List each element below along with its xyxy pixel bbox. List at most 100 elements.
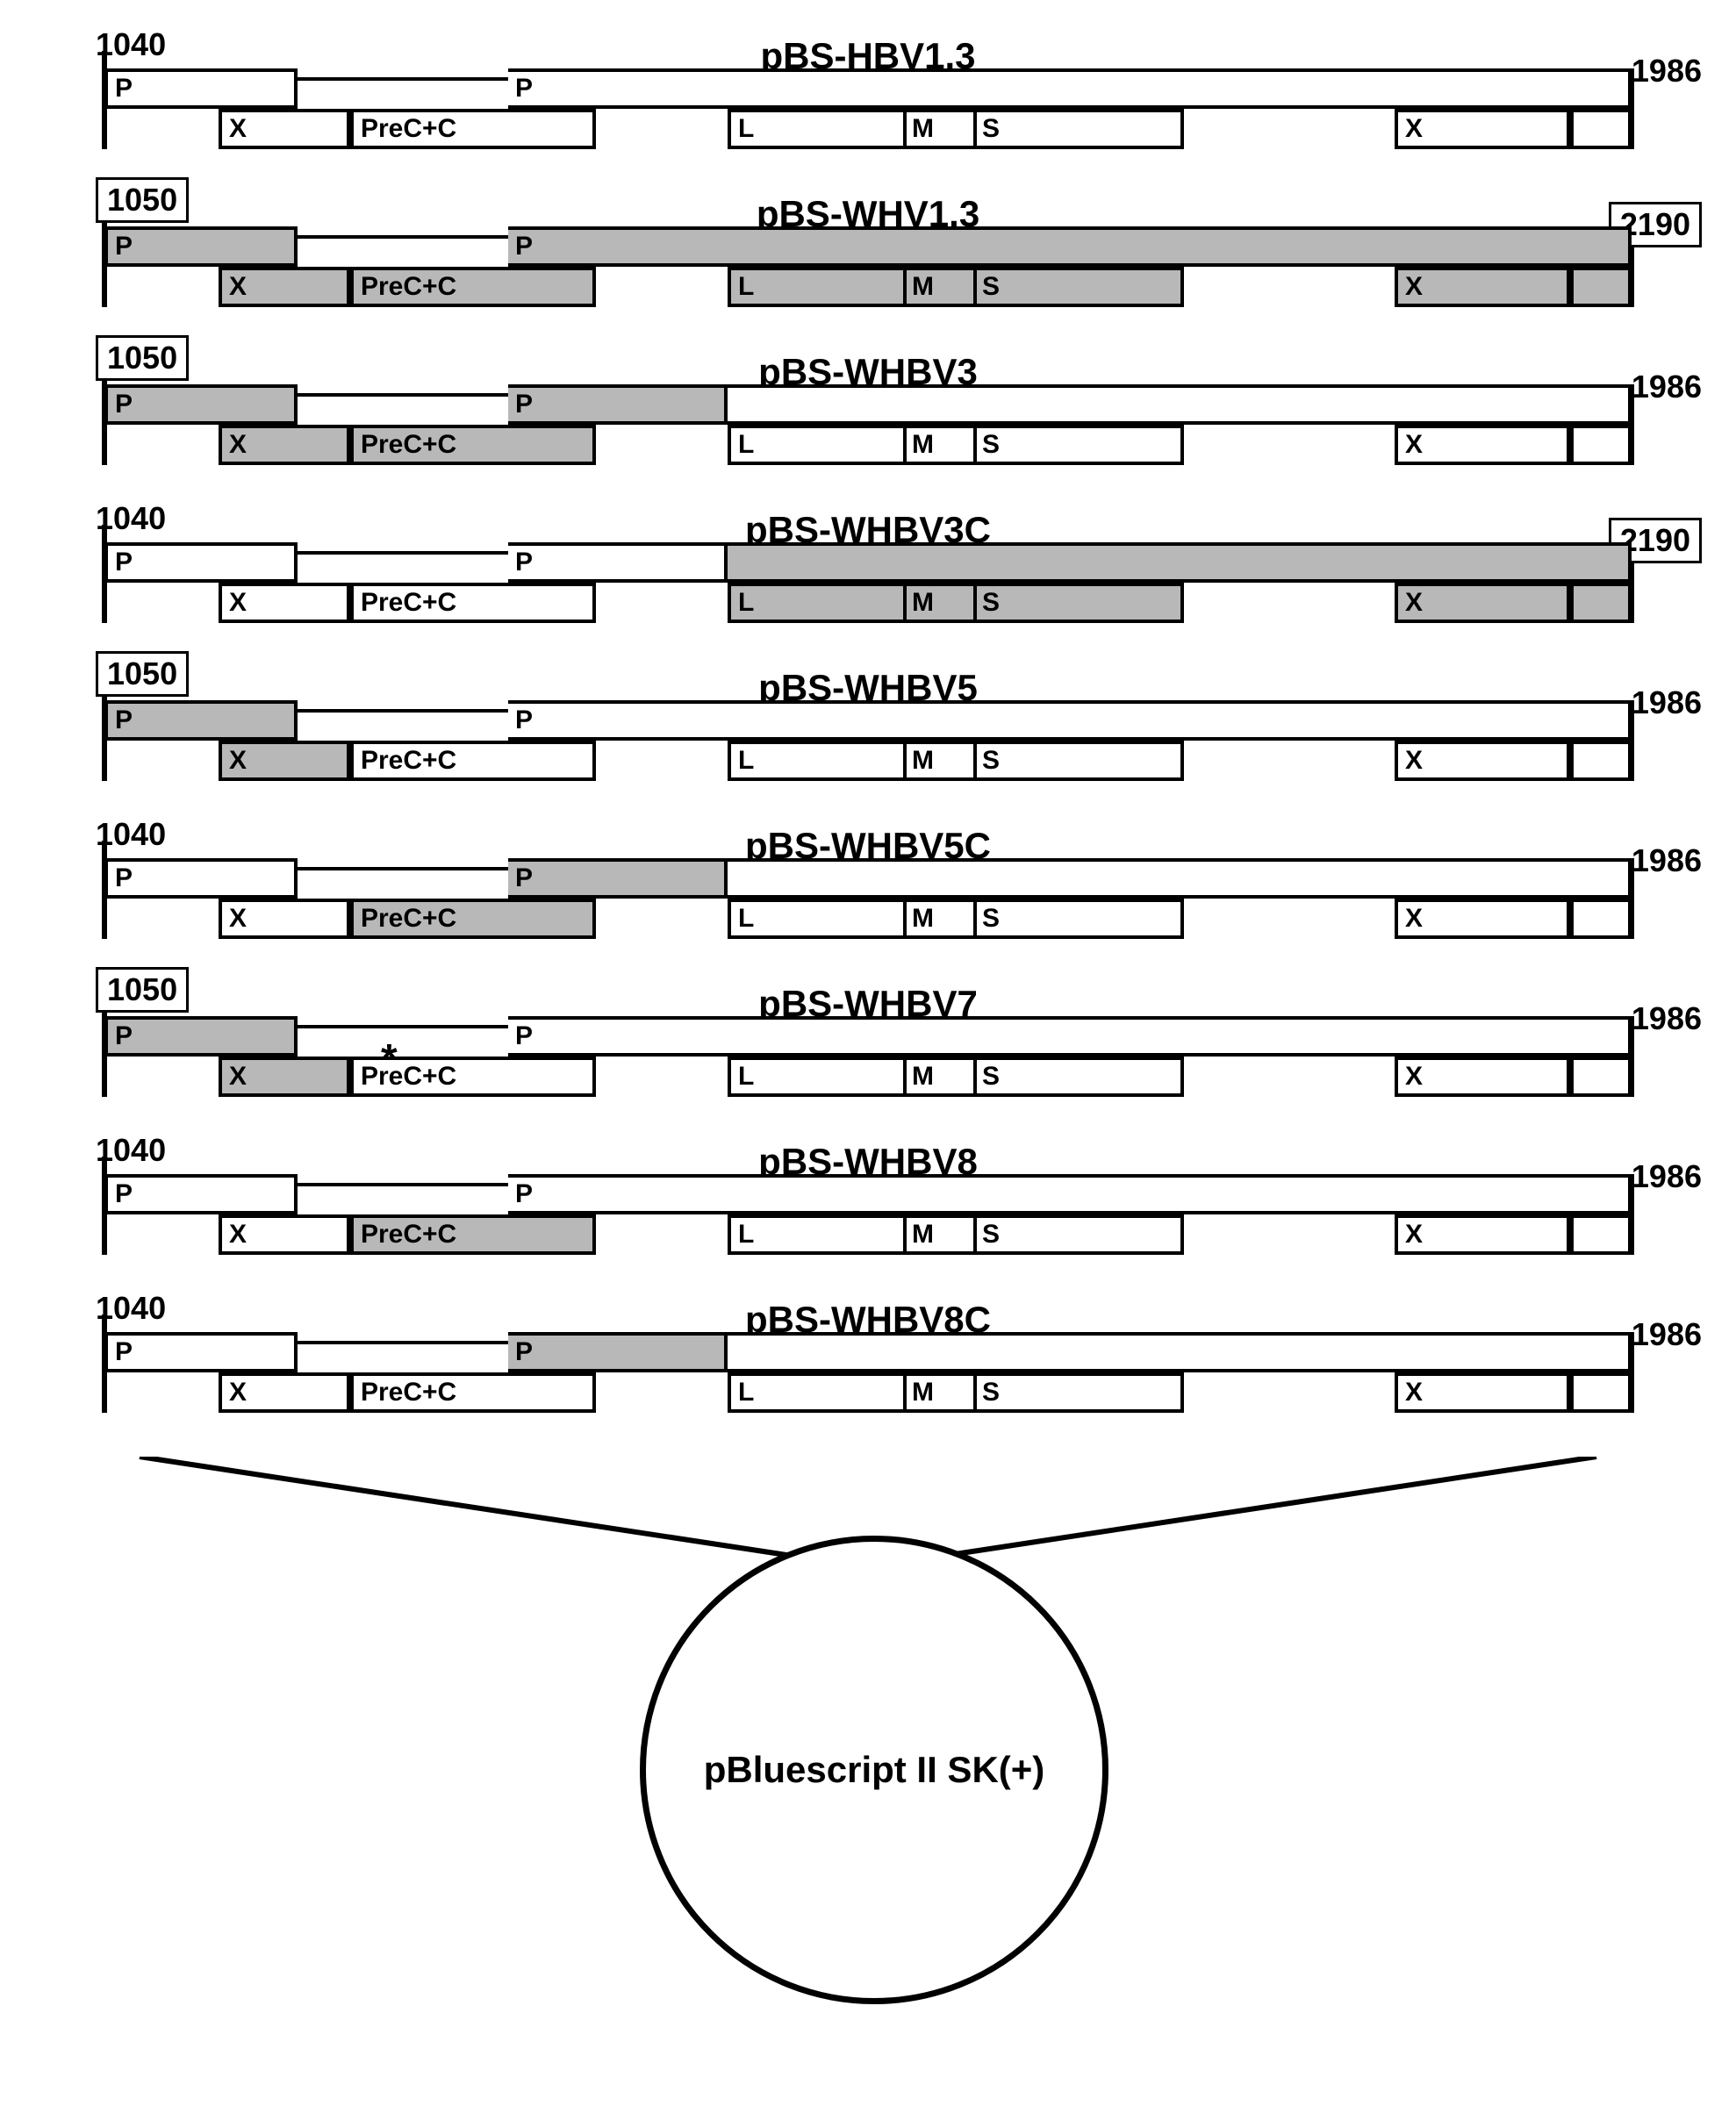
bot-seg: PreC+C — [350, 1372, 596, 1413]
top-seg: P — [508, 542, 728, 583]
divider — [903, 583, 907, 623]
bot-seg — [1570, 267, 1632, 307]
sublabel-M: M — [912, 1378, 934, 1408]
construct-pBS-WHBV3C: pBS-WHBV3C10402190PPXPreC+CLMSX — [34, 509, 1702, 649]
sublabel-S: S — [982, 1220, 1000, 1250]
top-seg: P — [104, 1174, 298, 1214]
bot-seg: X — [219, 899, 350, 939]
right-coord: 1986 — [1632, 1158, 1702, 1195]
sublabel-M: M — [912, 746, 934, 776]
bot-seg: L — [728, 267, 1184, 307]
divider — [973, 267, 977, 307]
bot-seg: L — [728, 425, 1184, 465]
divider — [973, 109, 977, 149]
bot-seg: X — [1395, 109, 1570, 149]
construct-pBS-WHBV5: pBS-WHBV510501986PPXPreC+CLMSX — [34, 667, 1702, 807]
divider — [903, 741, 907, 781]
divider — [973, 1214, 977, 1255]
bot-seg: X — [219, 425, 350, 465]
left-coord: 1050 — [96, 967, 189, 1013]
left-coord: 1040 — [96, 26, 166, 63]
divider — [903, 899, 907, 939]
bot-seg: X — [1395, 425, 1570, 465]
bot-seg: X — [219, 741, 350, 781]
divider — [973, 583, 977, 623]
right-coord: 1986 — [1632, 369, 1702, 405]
sublabel-M: M — [912, 272, 934, 302]
sublabel-S: S — [982, 588, 1000, 618]
left-coord: 1040 — [96, 1290, 166, 1327]
divider — [903, 267, 907, 307]
sublabel-M: M — [912, 1220, 934, 1250]
bot-seg — [1570, 1372, 1632, 1413]
top-seg — [728, 542, 1632, 583]
sublabel-S: S — [982, 430, 1000, 460]
bot-seg: L — [728, 109, 1184, 149]
top-seg: P — [104, 68, 298, 109]
star-icon: * — [381, 1035, 398, 1084]
left-coord: 1040 — [96, 500, 166, 537]
bot-seg: X — [1395, 741, 1570, 781]
bot-seg: X — [219, 267, 350, 307]
top-seg: P — [508, 1016, 1632, 1057]
bot-seg: L — [728, 583, 1184, 623]
bot-seg: PreC+C — [350, 1214, 596, 1255]
top-seg: P — [104, 384, 298, 425]
bot-seg: L — [728, 741, 1184, 781]
sublabel-M: M — [912, 430, 934, 460]
bot-seg — [1570, 899, 1632, 939]
bot-seg: PreC+C — [350, 425, 596, 465]
construct-pBS-WHBV8: pBS-WHBV810401986PPXPreC+CLMSX — [34, 1141, 1702, 1281]
bot-seg — [1570, 1057, 1632, 1097]
top-seg — [728, 1332, 1632, 1372]
vector-section: pBluescript II SK(+) — [34, 1457, 1702, 2071]
top-seg: P — [508, 226, 1632, 267]
top-seg: P — [508, 384, 728, 425]
right-coord: 1986 — [1632, 1000, 1702, 1037]
divider — [903, 1214, 907, 1255]
bot-seg: L — [728, 1372, 1184, 1413]
bot-seg: PreC+C — [350, 109, 596, 149]
top-seg: P — [104, 542, 298, 583]
sublabel-S: S — [982, 1062, 1000, 1092]
bot-seg: L — [728, 899, 1184, 939]
sublabel-S: S — [982, 114, 1000, 144]
bot-seg: X — [219, 1214, 350, 1255]
bot-seg: PreC+C — [350, 583, 596, 623]
construct-pBS-WHV1.3: pBS-WHV1.310502190PPXPreC+CLMSX — [34, 193, 1702, 333]
top-seg: P — [104, 858, 298, 899]
bot-seg — [1570, 1214, 1632, 1255]
divider — [903, 109, 907, 149]
construct-pBS-WHBV7: pBS-WHBV710501986PPXPreC+CLMSX* — [34, 983, 1702, 1123]
bot-seg: L — [728, 1057, 1184, 1097]
bot-seg: X — [219, 1372, 350, 1413]
construct-pBS-WHBV3: pBS-WHBV310501986PPXPreC+CLMSX — [34, 351, 1702, 491]
divider — [973, 1057, 977, 1097]
bot-seg: PreC+C — [350, 899, 596, 939]
right-coord: 1986 — [1632, 842, 1702, 879]
top-seg: P — [104, 226, 298, 267]
sublabel-M: M — [912, 904, 934, 934]
divider — [903, 425, 907, 465]
construct-pBS-WHBV8C: pBS-WHBV8C10401986PPXPreC+CLMSX — [34, 1299, 1702, 1439]
bot-seg: PreC+C — [350, 267, 596, 307]
sublabel-S: S — [982, 1378, 1000, 1408]
bot-seg: X — [219, 583, 350, 623]
sublabel-M: M — [912, 588, 934, 618]
sublabel-S: S — [982, 272, 1000, 302]
right-coord: 1986 — [1632, 53, 1702, 90]
divider — [903, 1372, 907, 1413]
divider — [973, 741, 977, 781]
vector-circle: pBluescript II SK(+) — [640, 1536, 1108, 2004]
bot-seg: PreC+C — [350, 741, 596, 781]
top-seg: P — [104, 1332, 298, 1372]
left-coord: 1050 — [96, 335, 189, 381]
divider — [973, 425, 977, 465]
divider — [903, 1057, 907, 1097]
left-coord: 1040 — [96, 816, 166, 853]
bot-seg: X — [1395, 1057, 1570, 1097]
bot-seg: X — [1395, 1214, 1570, 1255]
vector-label: pBluescript II SK(+) — [704, 1749, 1045, 1791]
top-seg: P — [508, 68, 1632, 109]
bot-seg — [1570, 741, 1632, 781]
